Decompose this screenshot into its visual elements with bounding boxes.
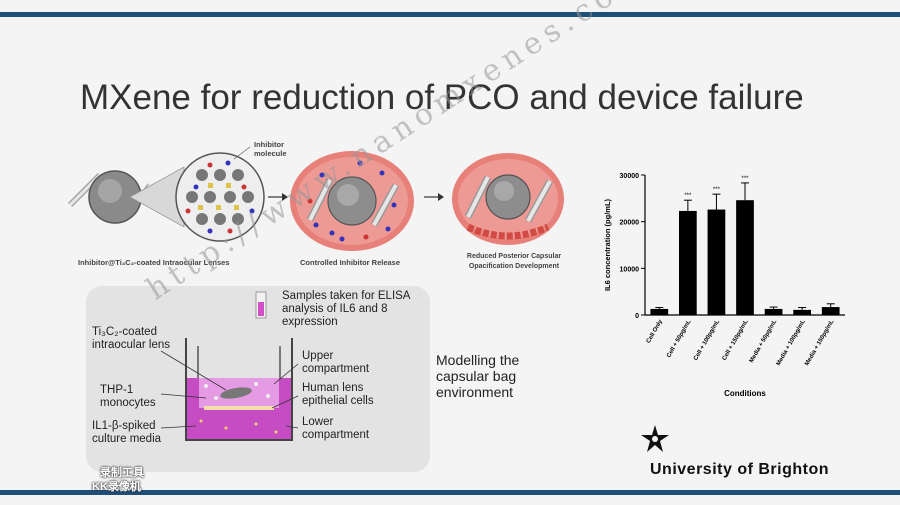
coated-lens-illustration bbox=[67, 166, 185, 228]
il6-bar-chart: 0 10000 20000 30000 IL6 concentration (pg/mL… bbox=[603, 173, 845, 398]
stage-3-caption: Reduced Posterior Capsular Opacification… bbox=[466, 253, 562, 270]
reduced-pco-illustration bbox=[452, 153, 564, 245]
bar bbox=[707, 209, 726, 315]
y-axis-label: IL6 concentration (pg/mL) bbox=[603, 198, 612, 291]
significance-label: *** bbox=[713, 187, 721, 193]
lower-compartment-label: Lower compartment bbox=[302, 416, 370, 441]
arrow-1 bbox=[268, 193, 288, 201]
university-star-logo bbox=[641, 425, 669, 452]
inhibitor-molecule-label: Inhibitor molecule bbox=[254, 140, 287, 158]
stage-2-caption: Controlled Inhibitor Release bbox=[300, 258, 401, 267]
recorder-line-1: 录制工具 bbox=[100, 467, 144, 479]
bar bbox=[736, 200, 754, 315]
recorder-watermark: 录制工具 KK录像机 bbox=[92, 466, 144, 494]
bar bbox=[793, 309, 811, 315]
y-tick-label: 30000 bbox=[620, 173, 640, 180]
modelling-text: Modelling the capsular bag environment bbox=[436, 352, 520, 400]
zoom-molecule-view bbox=[175, 146, 265, 242]
bar bbox=[679, 210, 697, 315]
media-label: IL1-β-spiked culture media bbox=[92, 420, 162, 445]
inhibitor-release-illustration bbox=[290, 151, 414, 251]
bar bbox=[764, 308, 783, 315]
significance-label: *** bbox=[741, 176, 749, 182]
samples-label: Samples taken for ELISA analysis of IL6 … bbox=[282, 290, 410, 328]
category-label: Media + 150pg/mL bbox=[804, 319, 835, 367]
category-label: Cell + 150pg/mL bbox=[722, 319, 750, 362]
upper-compartment-label: Upper compartment bbox=[302, 350, 370, 375]
y-tick-label: 10000 bbox=[620, 266, 640, 273]
significance-label: *** bbox=[684, 193, 692, 199]
university-name: University of Brighton bbox=[650, 461, 830, 478]
category-label: Media + 100pg/mL bbox=[776, 319, 807, 367]
process-diagram bbox=[67, 146, 564, 251]
slide-title: MXene for reduction of PCO and device fa… bbox=[80, 78, 804, 117]
arrow-2 bbox=[424, 193, 444, 201]
category-label: Cell Only bbox=[646, 318, 665, 344]
bottom-accent-bar bbox=[0, 490, 900, 495]
monocytes-label: THP-1 monocytes bbox=[100, 384, 156, 409]
lens-label: Ti₃C₂-coated intraocular lens bbox=[92, 326, 170, 351]
y-tick-label: 20000 bbox=[620, 220, 640, 227]
transwell-diagram bbox=[160, 291, 299, 441]
recorder-line-2: KK录像机 bbox=[92, 481, 141, 493]
category-label: Media + 50pg/mL bbox=[749, 319, 779, 364]
x-axis-label: Conditions bbox=[724, 389, 766, 398]
bar bbox=[650, 308, 669, 315]
epithelial-cells-label: Human lens epithelial cells bbox=[302, 382, 374, 407]
bar bbox=[821, 307, 840, 315]
stage-1-caption: Inhibitor@Ti₃C₂-coated Intraocular Lense… bbox=[78, 258, 230, 267]
category-label: Cell + 100pg/mL bbox=[693, 319, 721, 362]
y-tick-label: 0 bbox=[635, 313, 639, 320]
category-label: Cell + 50pg/mL bbox=[666, 319, 693, 359]
top-accent-bar bbox=[0, 12, 900, 17]
